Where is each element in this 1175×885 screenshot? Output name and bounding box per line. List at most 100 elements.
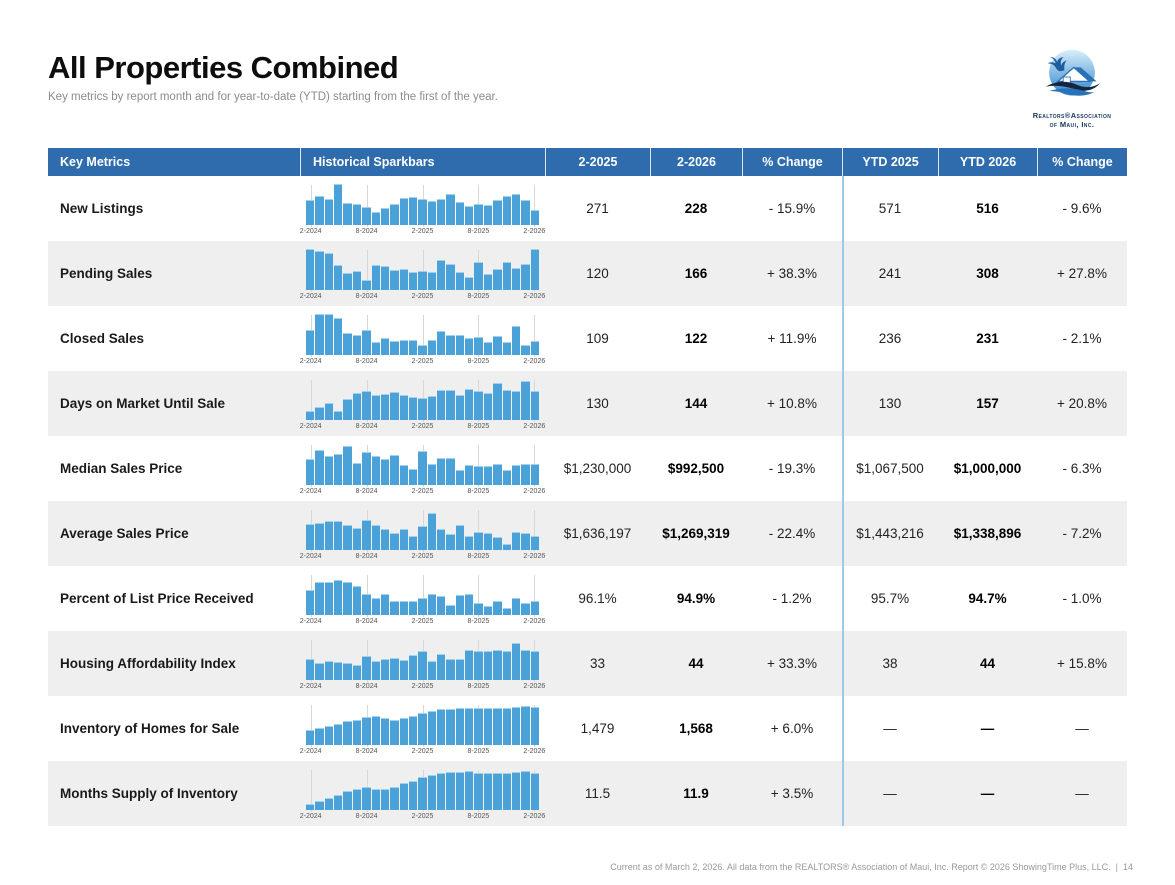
value-ytd-2025: — [883,786,897,801]
metric-label: Inventory of Homes for Sale [60,721,240,736]
value-2-2025: 96.1% [578,591,617,606]
table-row: Housing Affordability Index 2-2024 8-2024… [48,631,1127,696]
value-pct-change-month: + 3.5% [770,786,814,801]
col-header-sparkbars: Historical Sparkbars [300,148,545,176]
value-pct-change-ytd: + 20.8% [1057,396,1107,411]
value-2-2026: 44 [688,656,704,671]
logo-text-line1: Realtors®Association [1032,111,1112,120]
sparkbar-axis-labels: 2-2024 8-2024 2-2025 8-2025 2-2026 [299,227,546,235]
value-pct-change-month: - 15.9% [768,201,816,216]
table-body: New Listings 2-2024 8-2024 2-2025 8-2025 2-2… [48,176,1127,826]
value-pct-change-ytd: - 1.0% [1062,591,1102,606]
value-ytd-2026: 516 [976,201,999,216]
value-ytd-2026: 94.7% [968,591,1007,606]
metric-label: Housing Affordability Index [60,656,236,671]
logo-text-line2: of Maui, Inc. [1049,120,1095,130]
value-ytd-2025: 571 [878,201,902,216]
value-2-2026: 122 [684,331,708,346]
table-row: Months Supply of Inventory 2-2024 8-2024 2… [48,761,1127,826]
table-row: Percent of List Price Received 2-2024 8-2… [48,566,1127,631]
metric-label: Median Sales Price [60,461,183,476]
sparkbar-bars [306,575,539,615]
historical-sparkbar-chart: 2-2024 8-2024 2-2025 8-2025 2-2026 [300,507,545,563]
table-row: Median Sales Price 2-2024 8-2024 2-2025 8-2… [48,436,1127,501]
value-pct-change-ytd: + 15.8% [1057,656,1107,671]
sparkbar-bars [306,770,539,810]
historical-sparkbar-chart: 2-2024 8-2024 2-2025 8-2025 2-2026 [300,702,545,758]
table-header-row: Key Metrics Historical Sparkbars 2-2025 … [48,148,1127,176]
col-header-2-2026: 2-2026 [650,148,742,176]
value-2-2025: 271 [586,201,609,216]
value-ytd-2026: 231 [976,331,999,346]
sparkbar-bars [306,248,539,290]
historical-sparkbar-chart: 2-2024 8-2024 2-2025 8-2025 2-2026 [299,377,546,433]
value-pct-change-month: + 6.0% [770,721,814,736]
historical-sparkbar-chart: 2-2024 8-2024 2-2025 8-2025 2-2026 [299,637,546,693]
value-pct-change-month: - 1.2% [772,591,812,606]
value-2-2026: 228 [684,201,708,216]
value-ytd-2026: 157 [976,396,999,411]
value-2-2026: 144 [684,396,708,411]
table-row: New Listings 2-2024 8-2024 2-2025 8-2025 2-2… [48,176,1127,241]
value-ytd-2026: 44 [979,656,996,671]
sparkbar-bars [306,313,539,355]
value-pct-change-ytd: - 9.6% [1062,201,1102,216]
value-2-2026: $1,269,319 [662,526,730,541]
value-pct-change-month: - 19.3% [768,461,816,476]
value-pct-change-ytd: - 6.3% [1062,461,1102,476]
col-header-2-2025: 2-2025 [545,148,650,176]
col-header-pct-change-ytd: % Change [1037,148,1127,176]
value-ytd-2026: $1,000,000 [953,461,1022,476]
historical-sparkbar-chart: 2-2024 8-2024 2-2025 8-2025 2-2026 [300,247,545,303]
value-pct-change-ytd: + 27.8% [1057,266,1107,281]
value-ytd-2025: 95.7% [870,591,910,606]
table-row: Days on Market Until Sale 2-2024 8-2024 2-… [48,371,1127,436]
sparkbar-axis-labels: 2-2024 8-2024 2-2025 8-2025 2-2026 [299,422,546,430]
report-header: All Properties Combined Key metrics by r… [48,51,1008,103]
value-ytd-2025: 38 [882,656,898,671]
col-header-ytd-2026: YTD 2026 [938,148,1037,176]
value-2-2026: $992,500 [667,461,725,476]
table-row: Pending Sales 2-2024 8-2024 2-2025 8-2025 2-… [48,241,1127,306]
col-header-ytd-2025: YTD 2025 [842,148,938,176]
sparkbar-bars [306,640,539,680]
value-ytd-2025: 130 [878,396,902,411]
historical-sparkbar-chart: 2-2024 8-2024 2-2025 8-2025 2-2026 [299,442,546,498]
sparkbar-axis-labels: 2-2024 8-2024 2-2025 8-2025 2-2026 [299,812,546,820]
value-ytd-2025: $1,067,500 [856,461,924,476]
logo-emblem-icon [1045,49,1101,96]
value-2-2025: 11.5 [584,786,611,801]
value-ytd-2026: $1,338,896 [953,526,1022,541]
page-subtitle: Key metrics by report month and for year… [48,90,498,103]
sparkbar-axis-labels: 2-2024 8-2024 2-2025 8-2025 2-2026 [299,682,546,690]
value-2-2025: 33 [589,656,606,671]
sparkbar-bars [306,380,539,420]
historical-sparkbar-chart: 2-2024 8-2024 2-2025 8-2025 2-2026 [300,312,545,368]
page-footer: Current as of March 2, 2026. All data fr… [610,862,1133,872]
ytd-section-divider [842,176,844,826]
value-ytd-2025: 236 [878,331,902,346]
value-2-2026: 94.9% [676,591,716,606]
sparkbar-bars [306,510,539,550]
value-2-2025: 109 [586,331,609,346]
col-header-pct-change-month: % Change [742,148,842,176]
value-pct-change-ytd: - 7.2% [1062,526,1102,541]
metric-label: Average Sales Price [60,526,189,541]
value-2-2026: 166 [684,266,708,281]
metric-label: Closed Sales [60,331,145,346]
value-pct-change-month: + 38.3% [767,266,817,281]
value-pct-change-ytd: — [1075,786,1089,801]
sparkbar-axis-labels: 2-2024 8-2024 2-2025 8-2025 2-2026 [299,487,546,495]
sparkbar-bars [306,445,539,485]
col-header-key-metrics: Key Metrics [60,155,131,169]
page-number: 14 [1122,862,1133,872]
value-2-2025: $1,230,000 [563,461,632,476]
metric-label: Percent of List Price Received [60,591,254,606]
metric-label: Pending Sales [60,266,153,281]
value-2-2026: 1,568 [679,721,713,736]
table-row: Closed Sales 2-2024 8-2024 2-2025 8-2025 2-2… [48,306,1127,371]
historical-sparkbar-chart: 2-2024 8-2024 2-2025 8-2025 2-2026 [299,182,546,238]
value-ytd-2026: — [980,786,995,801]
value-2-2025: 120 [586,266,609,281]
value-2-2026: 11.9 [683,786,709,801]
